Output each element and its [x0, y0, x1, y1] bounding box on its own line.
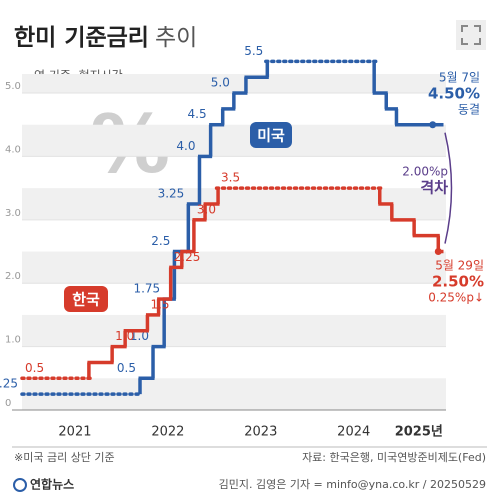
x-tick-label: 2025년 — [395, 425, 443, 440]
value-label: 5.0 — [211, 76, 230, 90]
value-label: 5.5 — [244, 44, 263, 58]
end-point — [429, 121, 437, 129]
value-label: 2.25 — [174, 250, 201, 264]
value-label: 0.25 — [0, 377, 18, 391]
value-label: 0.5 — [25, 361, 44, 375]
annotation: 5월 7일 — [439, 71, 480, 85]
value-label: 1.0 — [130, 329, 149, 343]
x-tick-label: 2021 — [58, 425, 91, 440]
y-tick-label: 4.0 — [5, 144, 21, 155]
series-name: 한국 — [72, 291, 100, 309]
value-label: 1.0 — [115, 329, 134, 343]
value-label: 1.5 — [150, 297, 169, 311]
value-label: 2.5 — [151, 234, 170, 248]
series-line — [20, 59, 444, 396]
chart-title: 한미 기준금리 추이 — [14, 25, 197, 51]
annotation: 동결 — [458, 103, 480, 117]
plot — [22, 74, 446, 411]
x-tick-label: 2023 — [244, 425, 277, 440]
credit: 김민지. 김영은 기자 = minfo@yna.co.kr / 20250529 — [219, 478, 486, 491]
series-tag — [250, 122, 292, 148]
y-tick-label: 2.0 — [5, 271, 21, 282]
y-tick-label: 3.0 — [5, 208, 21, 219]
annotation: 0.25%p↓ — [428, 291, 484, 305]
expand-icon[interactable] — [456, 20, 486, 50]
grid-band — [22, 124, 446, 157]
grid-band — [22, 188, 446, 220]
y-tick-label: 1.0 — [5, 335, 21, 346]
value-label: 3.5 — [221, 171, 240, 185]
value-label: 3.0 — [197, 202, 216, 216]
gap-bracket — [444, 132, 453, 244]
y-tick-label: 5.0 — [5, 81, 21, 92]
footnote: ※미국 금리 상단 기준 — [14, 451, 115, 464]
grid-band — [22, 314, 446, 347]
x-tick-label: 2024 — [337, 425, 370, 440]
title-main: 한미 기준금리 — [14, 25, 149, 51]
value-label: 4.5 — [188, 107, 207, 121]
logo: 연합뉴스 — [30, 477, 74, 492]
source: 자료: 한국은행, 미국연방준비제도(Fed) — [302, 451, 486, 464]
y-tick-label: 0 — [5, 398, 11, 409]
end-point — [434, 248, 442, 256]
series-tag — [64, 286, 108, 312]
value-label: 0.5 — [117, 361, 136, 375]
annotation: 2.50% — [432, 273, 484, 291]
logo-mark — [13, 478, 27, 492]
annotation: 5월 29일 — [435, 259, 484, 273]
grid-band — [22, 74, 446, 94]
annotation: 격차 — [420, 179, 448, 197]
series-line — [20, 186, 444, 381]
series-name: 미국 — [257, 127, 285, 145]
title-sub: 추이 — [155, 25, 197, 51]
value-label: 4.0 — [176, 139, 195, 153]
x-tick-label: 2022 — [151, 425, 184, 440]
grid-band — [22, 251, 446, 284]
annotation: 2.00%p — [402, 165, 448, 179]
annotation: 4.50% — [428, 85, 480, 103]
value-label: 3.25 — [158, 186, 185, 200]
value-label: 1.75 — [133, 282, 160, 296]
